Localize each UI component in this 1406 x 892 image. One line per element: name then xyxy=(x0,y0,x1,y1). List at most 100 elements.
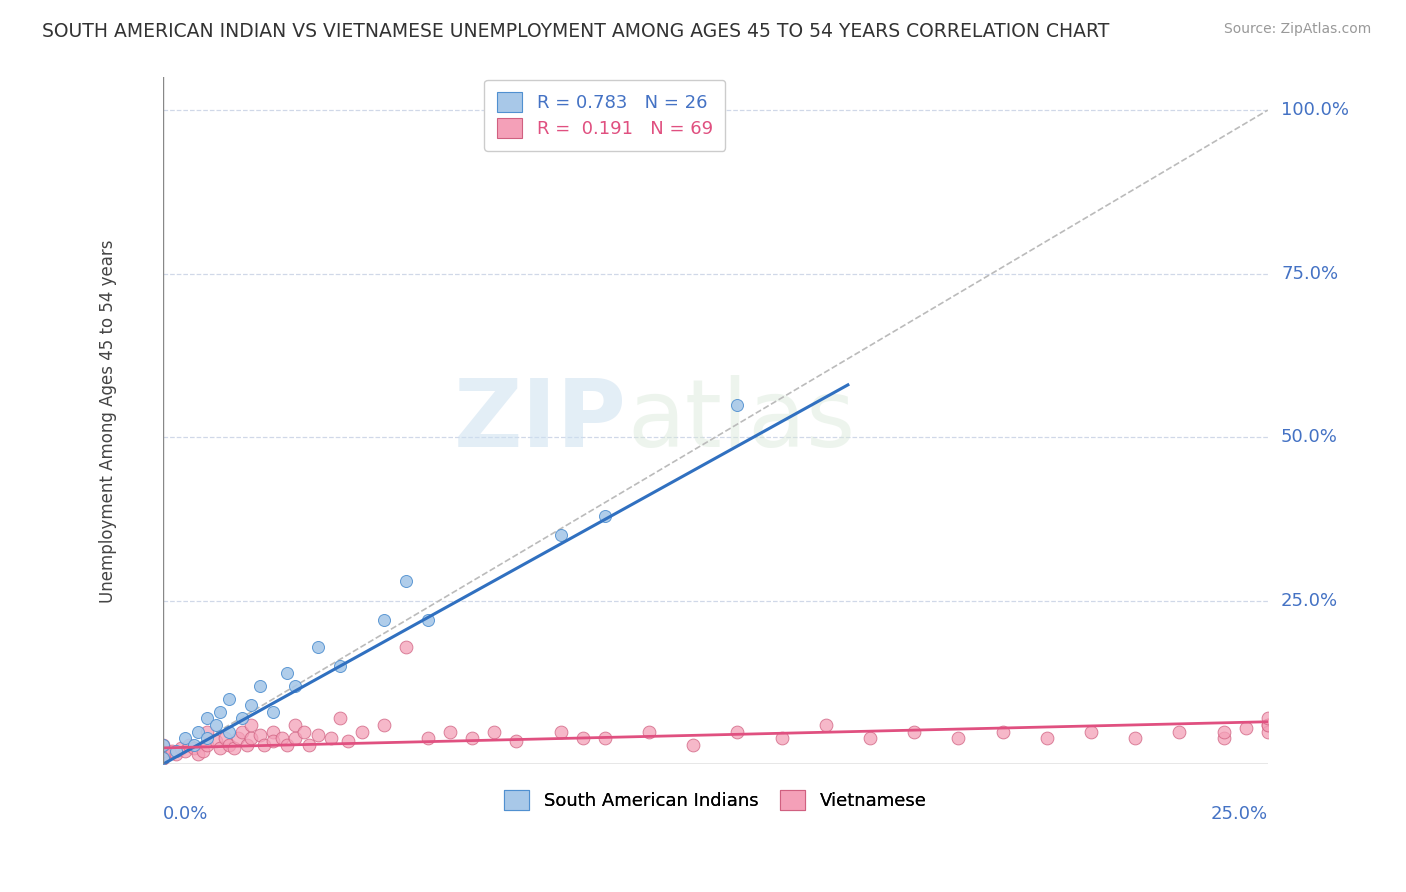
Point xyxy=(152,750,174,764)
Point xyxy=(593,508,616,523)
Point xyxy=(249,728,271,742)
Point xyxy=(319,731,342,745)
Point xyxy=(416,613,439,627)
Point xyxy=(174,744,197,758)
Point xyxy=(770,731,793,745)
Point xyxy=(593,731,616,745)
Point xyxy=(1257,724,1279,739)
Point xyxy=(284,679,307,693)
Point xyxy=(152,750,174,764)
Point xyxy=(292,724,315,739)
Point xyxy=(169,740,191,755)
Point xyxy=(725,724,748,739)
Text: 25.0%: 25.0% xyxy=(1281,591,1339,610)
Point xyxy=(209,740,232,755)
Text: 25.0%: 25.0% xyxy=(1211,805,1268,823)
Point xyxy=(550,528,572,542)
Point xyxy=(218,724,240,739)
Point xyxy=(307,728,329,742)
Point xyxy=(284,718,307,732)
Point xyxy=(262,705,284,719)
Point xyxy=(439,724,461,739)
Point xyxy=(179,738,201,752)
Text: atlas: atlas xyxy=(627,375,855,467)
Point xyxy=(236,738,259,752)
Point xyxy=(1168,724,1191,739)
Point xyxy=(350,724,373,739)
Point xyxy=(991,724,1014,739)
Point xyxy=(373,613,395,627)
Text: 100.0%: 100.0% xyxy=(1281,101,1348,120)
Point xyxy=(191,744,214,758)
Point xyxy=(859,731,882,745)
Point xyxy=(253,738,276,752)
Point xyxy=(160,744,183,758)
Point xyxy=(183,738,205,752)
Point xyxy=(814,718,837,732)
Point xyxy=(205,718,228,732)
Point xyxy=(240,718,263,732)
Point xyxy=(226,731,249,745)
Point xyxy=(337,734,360,748)
Point xyxy=(373,718,395,732)
Point xyxy=(195,724,218,739)
Point xyxy=(195,711,218,725)
Text: 75.0%: 75.0% xyxy=(1281,265,1339,283)
Point xyxy=(249,679,271,693)
Text: SOUTH AMERICAN INDIAN VS VIETNAMESE UNEMPLOYMENT AMONG AGES 45 TO 54 YEARS CORRE: SOUTH AMERICAN INDIAN VS VIETNAMESE UNEM… xyxy=(42,22,1109,41)
Point xyxy=(240,731,263,745)
Point xyxy=(1257,718,1279,732)
Point xyxy=(461,731,484,745)
Point xyxy=(571,731,593,745)
Point xyxy=(948,731,970,745)
Point xyxy=(165,747,187,762)
Point xyxy=(231,724,253,739)
Text: ZIP: ZIP xyxy=(454,375,627,467)
Point xyxy=(1212,724,1234,739)
Point xyxy=(1257,711,1279,725)
Point xyxy=(187,724,209,739)
Point xyxy=(271,731,294,745)
Point xyxy=(550,724,572,739)
Text: Source: ZipAtlas.com: Source: ZipAtlas.com xyxy=(1223,22,1371,37)
Point xyxy=(329,711,352,725)
Point xyxy=(262,724,284,739)
Point xyxy=(262,734,284,748)
Point xyxy=(276,738,298,752)
Point xyxy=(218,738,240,752)
Point xyxy=(174,731,197,745)
Point xyxy=(307,640,329,654)
Point xyxy=(1257,718,1279,732)
Point xyxy=(240,698,263,713)
Point xyxy=(205,734,228,748)
Point xyxy=(195,731,218,745)
Point xyxy=(231,711,253,725)
Point xyxy=(284,731,307,745)
Point xyxy=(329,659,352,673)
Point xyxy=(214,731,236,745)
Point xyxy=(903,724,925,739)
Point xyxy=(183,740,205,755)
Point xyxy=(195,738,218,752)
Text: 50.0%: 50.0% xyxy=(1281,428,1339,446)
Point xyxy=(1123,731,1146,745)
Point xyxy=(638,724,661,739)
Point xyxy=(1212,731,1234,745)
Text: 0.0%: 0.0% xyxy=(163,805,208,823)
Point xyxy=(395,574,418,588)
Point xyxy=(395,640,418,654)
Point xyxy=(152,744,174,758)
Point xyxy=(1234,721,1257,735)
Point xyxy=(187,747,209,762)
Point xyxy=(152,750,174,764)
Point xyxy=(1035,731,1057,745)
Point xyxy=(218,691,240,706)
Text: Unemployment Among Ages 45 to 54 years: Unemployment Among Ages 45 to 54 years xyxy=(98,239,117,603)
Point xyxy=(484,724,506,739)
Point xyxy=(682,738,704,752)
Point xyxy=(152,738,174,752)
Point xyxy=(416,731,439,745)
Point xyxy=(725,397,748,411)
Point xyxy=(505,734,527,748)
Point xyxy=(222,740,245,755)
